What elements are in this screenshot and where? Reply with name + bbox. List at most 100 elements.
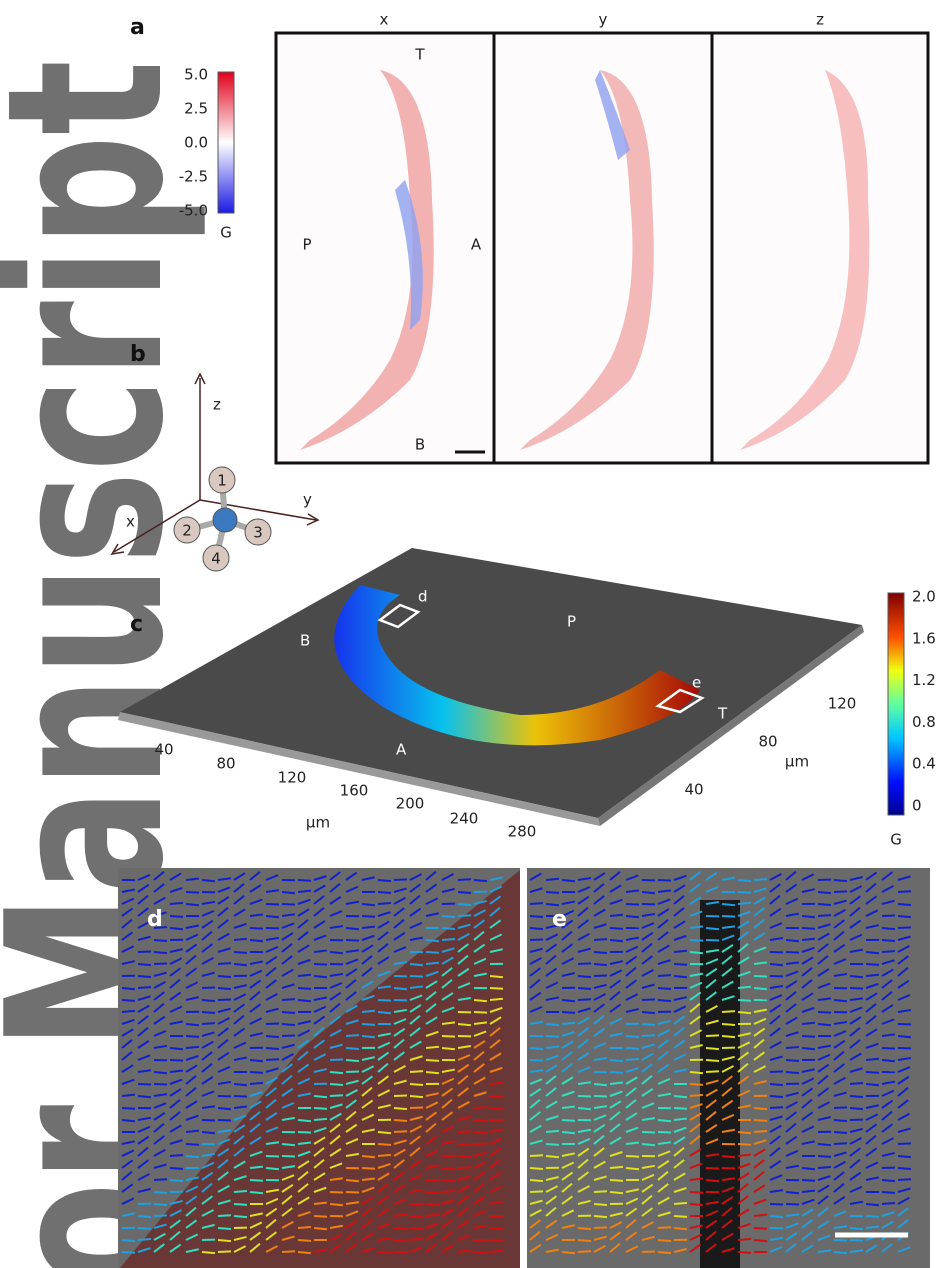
vector — [378, 1252, 391, 1253]
vector — [250, 1060, 263, 1061]
vector — [394, 1108, 407, 1109]
vector — [690, 1204, 703, 1205]
vector — [818, 1167, 831, 1168]
vector — [202, 1252, 215, 1253]
marker: B — [300, 632, 310, 650]
vector — [122, 1095, 135, 1096]
vector — [610, 1072, 623, 1073]
vector — [722, 1156, 735, 1157]
surface-3d — [118, 548, 864, 826]
vector — [802, 928, 815, 929]
vector — [394, 1095, 407, 1096]
vector — [770, 964, 783, 965]
vector — [458, 915, 471, 916]
vector — [674, 976, 687, 977]
vector — [690, 1084, 703, 1085]
vector — [834, 1252, 847, 1253]
vector — [818, 1144, 831, 1145]
vector — [426, 940, 439, 941]
vector — [218, 988, 231, 989]
vector — [474, 1120, 487, 1121]
vector — [122, 988, 135, 989]
vector — [642, 1144, 655, 1145]
vector — [154, 1215, 167, 1216]
vector — [442, 1180, 455, 1181]
vector — [378, 892, 391, 893]
vector — [642, 1024, 655, 1025]
vector — [802, 1191, 815, 1192]
vector — [186, 1024, 199, 1025]
vector — [490, 1228, 503, 1229]
vector — [786, 1192, 799, 1193]
vector — [690, 1072, 703, 1073]
vector — [202, 1012, 215, 1013]
vector — [218, 963, 231, 964]
vector — [610, 1192, 623, 1193]
vector — [738, 1132, 751, 1133]
vector — [490, 976, 503, 977]
vector — [546, 1024, 559, 1025]
vector — [266, 1168, 279, 1169]
vector — [834, 891, 847, 892]
panel-label: a — [130, 15, 145, 40]
vector — [562, 1252, 575, 1253]
vector — [442, 939, 455, 940]
vector — [674, 1096, 687, 1097]
vector — [786, 1047, 799, 1048]
panel-label: e — [552, 907, 567, 932]
vector — [282, 1251, 295, 1252]
vector — [442, 1048, 455, 1049]
vector — [330, 952, 343, 953]
vector — [170, 1155, 183, 1156]
vector — [474, 1000, 487, 1001]
vector — [266, 1048, 279, 1049]
vector — [250, 1167, 263, 1168]
vector — [546, 892, 559, 893]
vector — [122, 1252, 135, 1253]
vector — [578, 1228, 591, 1229]
vector — [898, 916, 911, 917]
vector — [626, 904, 639, 905]
vector — [330, 1204, 343, 1205]
column-header: x — [380, 11, 389, 29]
vector — [690, 1192, 703, 1193]
vector — [202, 987, 215, 988]
vector — [690, 1095, 703, 1096]
vector — [250, 928, 263, 929]
vector — [218, 1108, 231, 1109]
vector — [186, 1036, 199, 1037]
vector — [314, 1203, 327, 1204]
colorbar-unit: G — [220, 224, 232, 242]
vector — [250, 940, 263, 941]
vector — [834, 1000, 847, 1001]
vector — [458, 1167, 471, 1168]
vector — [546, 1036, 559, 1037]
vector — [546, 904, 559, 905]
vector — [298, 988, 311, 989]
vector — [546, 1156, 559, 1157]
vector — [410, 1084, 423, 1085]
marker: P — [567, 613, 576, 631]
vector — [234, 952, 247, 953]
vector — [330, 1072, 343, 1073]
vector — [898, 1143, 911, 1144]
vector — [898, 1156, 911, 1157]
vector — [138, 1096, 151, 1097]
vector — [442, 1036, 455, 1037]
vector — [346, 1180, 359, 1181]
vector — [882, 1203, 895, 1204]
vector — [594, 964, 607, 965]
vector — [530, 1191, 543, 1192]
vector — [170, 916, 183, 917]
vector — [298, 1227, 311, 1228]
vector — [170, 928, 183, 929]
vector — [594, 1216, 607, 1217]
vector — [578, 999, 591, 1000]
vector — [138, 951, 151, 952]
vector — [122, 1000, 135, 1001]
vector — [282, 904, 295, 905]
vector — [658, 975, 671, 976]
vector — [122, 1011, 135, 1012]
vector — [882, 1180, 895, 1181]
vector — [186, 1047, 199, 1048]
